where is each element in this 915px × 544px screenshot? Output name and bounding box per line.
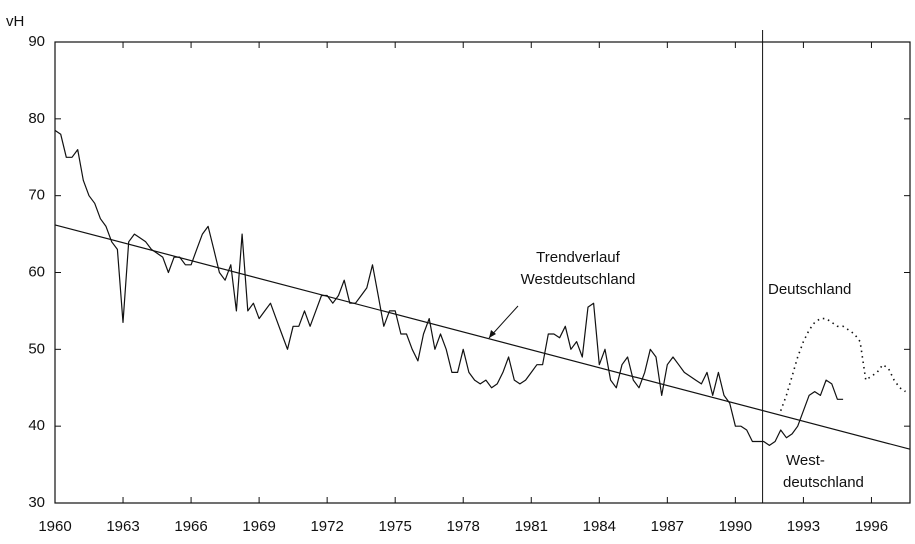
annotation: West- bbox=[786, 452, 825, 469]
y-tick-label: 40 bbox=[28, 417, 45, 434]
annotation: Trendverlauf bbox=[536, 249, 620, 266]
x-tick-label: 1984 bbox=[583, 518, 616, 535]
y-tick-label: 90 bbox=[28, 33, 45, 50]
x-tick-label: 1972 bbox=[310, 518, 343, 535]
x-tick-label: 1993 bbox=[787, 518, 820, 535]
data-line bbox=[779, 317, 906, 412]
x-tick-label: 1966 bbox=[174, 518, 207, 535]
y-tick-label: 70 bbox=[28, 187, 45, 204]
y-tick-label: 50 bbox=[28, 340, 45, 357]
x-tick-label: 1996 bbox=[855, 518, 888, 535]
x-tick-label: 1987 bbox=[651, 518, 684, 535]
y-tick-label: 60 bbox=[28, 263, 45, 280]
y-tick-label: 80 bbox=[28, 110, 45, 127]
annotation: Deutschland bbox=[768, 281, 851, 298]
annotation: deutschland bbox=[783, 474, 864, 491]
x-tick-label: 1963 bbox=[106, 518, 139, 535]
x-tick-label: 1960 bbox=[38, 518, 71, 535]
plot-frame bbox=[54, 41, 911, 504]
arrow-head bbox=[489, 330, 496, 338]
x-tick-label: 1990 bbox=[719, 518, 752, 535]
x-tick-label: 1969 bbox=[242, 518, 275, 535]
x-tick-label: 1975 bbox=[378, 518, 411, 535]
x-tick-label: 1981 bbox=[515, 518, 548, 535]
x-tick-label: 1978 bbox=[447, 518, 480, 535]
data-line bbox=[54, 129, 844, 446]
y-tick-label: 30 bbox=[28, 494, 45, 511]
data-line bbox=[54, 224, 911, 450]
annotation: Westdeutschland bbox=[521, 271, 636, 288]
y-axis-label: vH bbox=[6, 13, 24, 30]
